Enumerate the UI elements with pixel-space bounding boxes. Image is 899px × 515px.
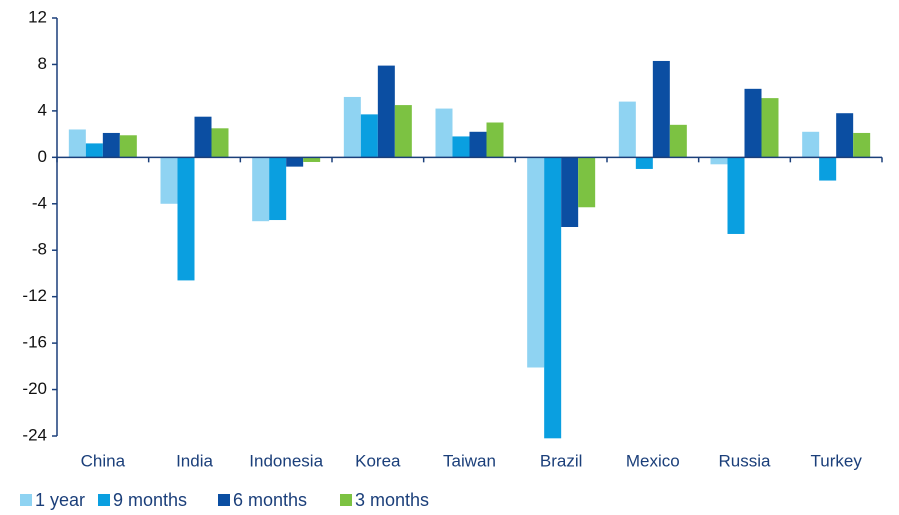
bar: [544, 157, 562, 439]
x-tick-label: China: [81, 451, 126, 470]
bar: [160, 157, 178, 204]
bar: [635, 157, 653, 169]
bar: [710, 157, 728, 165]
bar: [652, 60, 670, 158]
bar: [211, 128, 229, 158]
legend-label: 1 year: [35, 490, 85, 510]
bar: [85, 143, 103, 158]
x-tick-label: Taiwan: [443, 451, 496, 470]
x-tick-label: Turkey: [811, 451, 863, 470]
bar: [68, 129, 86, 158]
bar: [527, 157, 545, 368]
x-tick-label: Brazil: [540, 451, 583, 470]
x-tick-label: Mexico: [626, 451, 680, 470]
bar: [343, 96, 361, 158]
y-tick-label: -16: [22, 333, 47, 352]
legend-swatch: [218, 494, 230, 506]
bar: [578, 157, 596, 208]
bar: [853, 132, 871, 158]
bar: [836, 113, 854, 158]
y-tick-label: -24: [22, 425, 47, 444]
y-tick-label: -20: [22, 379, 47, 398]
bar: [286, 157, 304, 167]
legend-swatch: [20, 494, 32, 506]
x-tick-label: Korea: [355, 451, 401, 470]
bar: [269, 157, 287, 221]
x-tick-label: Russia: [719, 451, 772, 470]
legend-swatch: [98, 494, 110, 506]
bar: [360, 114, 378, 158]
y-tick-label: 8: [38, 54, 47, 73]
y-tick-label: -4: [32, 193, 47, 212]
bar: [452, 136, 470, 158]
bar: [435, 108, 453, 158]
bar: [802, 131, 820, 158]
x-tick-label: India: [176, 451, 213, 470]
y-tick-label: -12: [22, 286, 47, 305]
bar: [561, 157, 579, 227]
bar: [744, 88, 762, 158]
bar: [486, 122, 504, 158]
x-tick-label: Indonesia: [249, 451, 323, 470]
bar: [394, 105, 412, 158]
y-tick-label: 4: [38, 100, 47, 119]
bar: [469, 131, 487, 158]
bar: [252, 157, 270, 222]
bar: [119, 135, 137, 158]
legend-label: 3 months: [355, 490, 429, 510]
bar: [669, 124, 687, 158]
y-tick-label: -8: [32, 240, 47, 259]
bar: [618, 101, 636, 158]
legend-swatch: [340, 494, 352, 506]
bar: [377, 65, 395, 158]
legend-label: 6 months: [233, 490, 307, 510]
bar: [177, 157, 195, 281]
bar: [303, 157, 321, 162]
y-tick-label: 12: [28, 7, 47, 26]
bar: [727, 157, 745, 234]
bar: [819, 157, 837, 181]
y-tick-label: 0: [38, 147, 47, 166]
bar: [761, 98, 779, 158]
bar: [194, 116, 212, 158]
bar: [102, 132, 120, 158]
legend-label: 9 months: [113, 490, 187, 510]
